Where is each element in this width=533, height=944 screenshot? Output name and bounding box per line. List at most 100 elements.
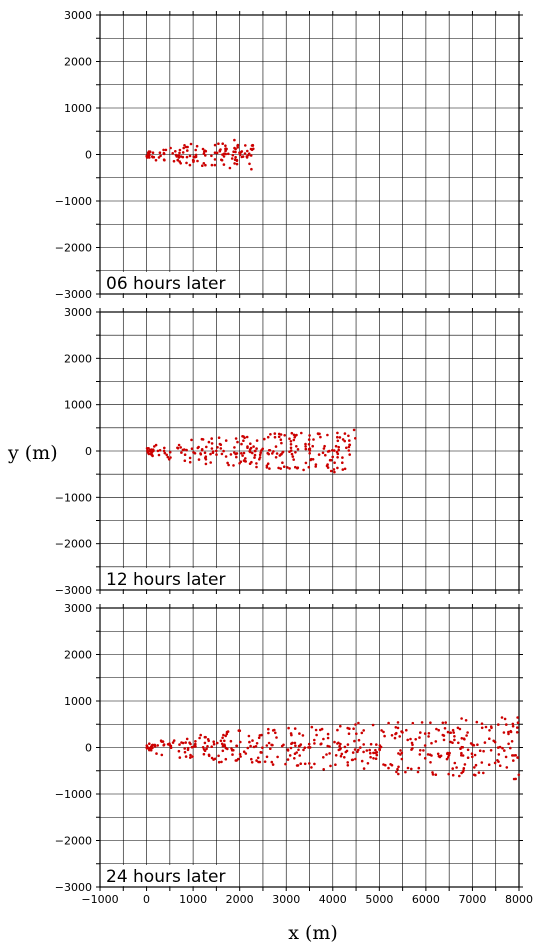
- data-point: [238, 752, 242, 756]
- data-point: [299, 743, 303, 746]
- data-point: [248, 162, 251, 166]
- data-point: [240, 452, 243, 455]
- data-point: [317, 453, 321, 456]
- data-point: [176, 158, 180, 162]
- data-point: [292, 433, 296, 437]
- data-point: [372, 757, 375, 760]
- data-point: [453, 738, 456, 742]
- data-point: [188, 154, 192, 158]
- data-point: [239, 755, 242, 758]
- data-point: [510, 740, 514, 743]
- data-point: [202, 152, 206, 155]
- data-point: [190, 447, 194, 451]
- data-point: [311, 458, 315, 461]
- data-point: [234, 155, 237, 159]
- y-tick-label: 3000: [64, 602, 92, 615]
- data-point: [211, 451, 215, 455]
- data-point: [465, 734, 468, 737]
- y-tick-label: 0: [85, 742, 92, 755]
- data-point: [404, 770, 407, 774]
- data-point: [204, 735, 207, 739]
- data-point: [209, 452, 212, 456]
- data-point: [490, 726, 493, 730]
- data-point: [235, 162, 239, 166]
- data-point: [384, 763, 387, 767]
- data-point: [457, 741, 460, 745]
- data-point: [273, 728, 276, 732]
- data-point: [451, 728, 455, 732]
- data-point: [484, 725, 488, 729]
- data-point: [230, 157, 234, 160]
- data-point: [280, 441, 283, 445]
- data-point: [215, 151, 219, 155]
- data-point: [210, 163, 214, 167]
- y-tick-label: −1000: [55, 195, 92, 208]
- data-point: [226, 747, 229, 751]
- data-point: [164, 148, 168, 152]
- data-point: [265, 464, 269, 468]
- y-tick-label: 0: [85, 149, 92, 162]
- data-point: [201, 147, 205, 151]
- data-point: [313, 738, 316, 742]
- data-point: [456, 726, 460, 730]
- data-point: [176, 446, 180, 450]
- data-point: [229, 739, 233, 743]
- data-point: [188, 460, 192, 464]
- data-point: [235, 759, 238, 762]
- data-point: [212, 758, 215, 761]
- data-point: [224, 148, 228, 151]
- data-point: [241, 435, 244, 438]
- data-point: [256, 756, 260, 760]
- data-point: [483, 741, 487, 744]
- data-point: [194, 148, 197, 152]
- data-point: [352, 428, 356, 432]
- data-point: [159, 154, 162, 158]
- data-point: [360, 759, 364, 763]
- data-point: [308, 452, 312, 455]
- data-point: [324, 453, 327, 457]
- data-point: [430, 741, 433, 745]
- data-point: [471, 755, 474, 759]
- data-point: [246, 445, 249, 448]
- data-point: [341, 461, 344, 465]
- data-point: [162, 148, 165, 152]
- data-point: [151, 454, 154, 458]
- data-point: [516, 721, 520, 724]
- data-point: [238, 729, 242, 732]
- y-tick-label: −3000: [55, 881, 92, 894]
- data-point: [224, 439, 228, 442]
- data-point: [212, 742, 216, 746]
- data-point: [442, 738, 446, 742]
- data-point: [276, 755, 279, 759]
- data-point: [250, 761, 254, 764]
- data-point: [293, 757, 296, 760]
- data-point: [437, 754, 441, 758]
- data-point: [293, 741, 297, 745]
- data-point: [328, 458, 332, 462]
- data-point: [375, 743, 378, 746]
- data-point: [436, 752, 440, 756]
- data-point: [302, 748, 305, 752]
- data-point: [419, 731, 422, 734]
- data-point: [461, 746, 465, 749]
- data-point: [203, 451, 207, 455]
- data-point: [243, 152, 247, 155]
- data-point: [288, 467, 291, 470]
- data-point: [198, 736, 201, 740]
- data-point: [466, 748, 470, 752]
- panel-3: 3000 2000 1000 0 −1000 −2000 −3000 24 hours lat…: [55, 602, 533, 906]
- data-point: [205, 445, 208, 449]
- data-point: [244, 457, 247, 460]
- data-point: [502, 731, 506, 734]
- data-point: [418, 753, 422, 756]
- x-tick-label: 2000: [226, 893, 254, 906]
- data-point: [265, 755, 269, 759]
- data-point: [458, 727, 462, 731]
- data-point: [321, 451, 325, 455]
- y-tick-label: 1000: [64, 695, 92, 708]
- panel-label-box: [101, 272, 235, 293]
- data-point: [282, 465, 286, 469]
- data-point: [266, 435, 270, 439]
- data-point: [153, 743, 157, 747]
- data-point: [163, 446, 166, 450]
